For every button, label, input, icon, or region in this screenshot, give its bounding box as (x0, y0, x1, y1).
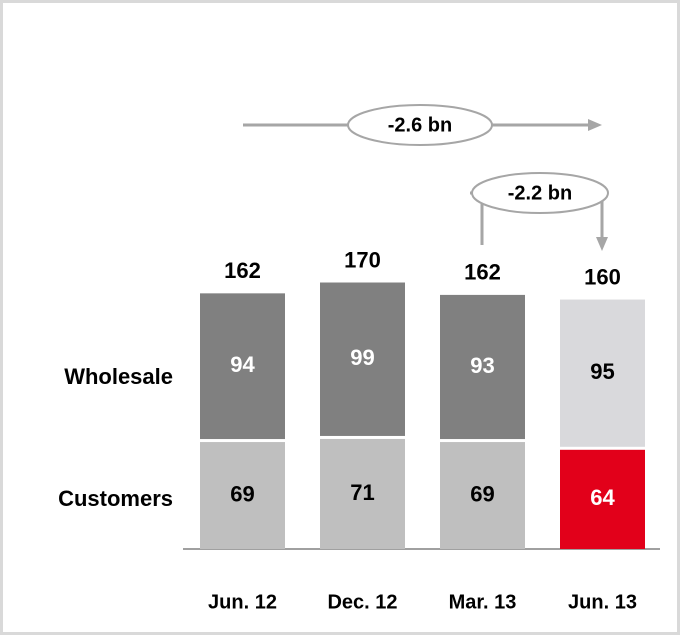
bar-segment (320, 282, 405, 436)
bar-segment (440, 294, 525, 440)
legend-label: Wholesale (64, 364, 173, 389)
bar-segment (320, 438, 405, 549)
total-label: 170 (344, 247, 381, 272)
total-label: 160 (584, 264, 621, 289)
x-tick-label: Dec. 12 (327, 591, 397, 613)
bar-segment (560, 299, 645, 447)
total-label: 162 (224, 258, 261, 283)
bar-label: 64 (590, 485, 615, 510)
annotation: -2.6 bn (388, 114, 452, 136)
x-tick-label: Jun. 12 (208, 591, 277, 613)
x-tick-label: Jun. 13 (568, 591, 637, 613)
bar-label: 69 (470, 481, 494, 506)
arrow-total (243, 104, 602, 146)
bar-label: 71 (350, 480, 374, 505)
bar-segment (440, 442, 525, 549)
total-label: 162 (464, 260, 501, 285)
x-tick-label: Mar. 13 (449, 591, 517, 613)
bar-label: 95 (590, 359, 614, 384)
bar-label: 69 (230, 481, 254, 506)
bar-segment (560, 449, 645, 549)
bar-label: 99 (350, 345, 374, 370)
bar-segment (200, 442, 285, 549)
bar-label: 94 (230, 352, 255, 377)
arrow-quarter (470, 172, 609, 251)
bar-label: 93 (470, 353, 494, 378)
bar-segment (200, 293, 285, 440)
annotation: -2.2 bn (508, 182, 572, 204)
legend-label: Customers (58, 486, 173, 511)
